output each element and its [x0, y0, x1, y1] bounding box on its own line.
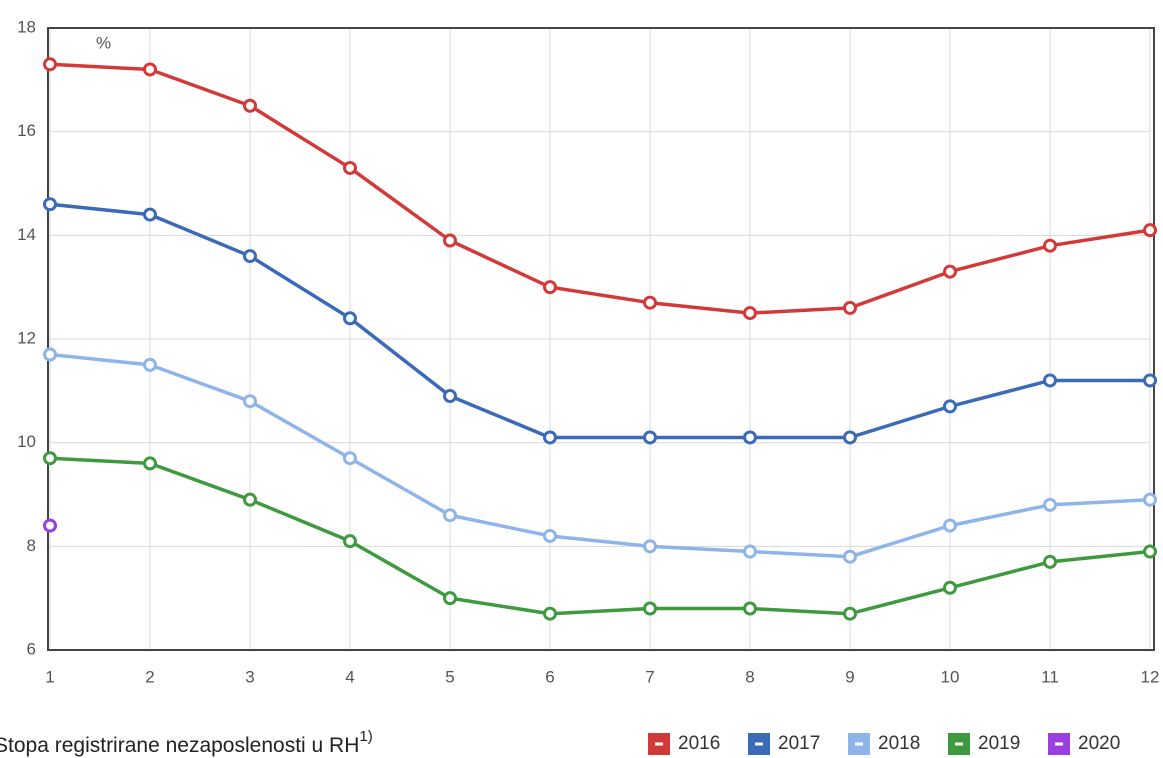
y-tick-label: 18	[17, 17, 36, 36]
series-line	[49, 352, 1151, 559]
point	[143, 62, 157, 77]
point	[743, 544, 757, 559]
legend-swatch-dash	[855, 742, 863, 746]
point	[143, 207, 157, 222]
point	[343, 160, 357, 175]
point	[743, 306, 757, 321]
legend-label: 2020	[1078, 733, 1120, 754]
point	[43, 197, 57, 212]
chart-title: Stopa registrirane nezaposlenosti u RH1)	[0, 728, 373, 757]
point	[543, 280, 557, 295]
legend-swatch-dash	[1055, 742, 1063, 746]
series-line	[49, 202, 1150, 440]
legend-label: 2016	[678, 733, 720, 754]
legend-swatch-dash	[655, 742, 663, 746]
point	[543, 606, 557, 621]
x-tick-label: 4	[345, 667, 354, 686]
point	[443, 389, 457, 404]
point	[343, 311, 357, 326]
point	[843, 549, 857, 564]
point	[343, 534, 357, 549]
point	[1043, 497, 1057, 512]
point	[743, 601, 757, 616]
legend-label: 2018	[878, 733, 920, 754]
title-text: Stopa registrirane nezaposlenosti u RH	[0, 734, 359, 757]
point	[143, 357, 157, 372]
point	[243, 394, 257, 409]
point	[943, 580, 957, 595]
y-tick-label: 8	[27, 536, 36, 555]
x-tick-label: 5	[445, 667, 454, 686]
point	[243, 249, 257, 264]
point	[43, 57, 57, 72]
point	[1143, 373, 1157, 388]
point	[243, 492, 257, 507]
point	[443, 508, 457, 523]
x-tick-label: 1	[45, 667, 54, 686]
y-tick-label: 12	[17, 328, 36, 347]
point	[443, 591, 457, 606]
point	[43, 518, 57, 533]
point	[843, 300, 857, 315]
point	[943, 399, 957, 414]
y-tick-label: 14	[17, 225, 36, 244]
point	[943, 264, 957, 279]
point	[143, 456, 157, 471]
y-tick-label: 6	[27, 639, 36, 658]
point	[43, 451, 57, 466]
point	[1143, 223, 1157, 238]
point	[543, 528, 557, 543]
y-tick-label: 10	[17, 432, 36, 451]
x-tick-label: 10	[941, 667, 960, 686]
x-tick-label: 2	[145, 667, 154, 686]
point	[243, 98, 257, 113]
series-line	[49, 456, 1151, 616]
point	[643, 601, 657, 616]
point	[343, 451, 357, 466]
x-tick-label: 12	[1141, 667, 1160, 686]
legend-label: 2017	[778, 733, 820, 754]
series-line	[49, 62, 1151, 315]
point	[943, 518, 957, 533]
legend-swatch-dash	[955, 742, 963, 746]
point	[1143, 544, 1157, 559]
point	[1043, 554, 1057, 569]
x-tick-label: 8	[745, 667, 754, 686]
point	[543, 430, 557, 445]
y-tick-label: 16	[17, 121, 36, 140]
y-axis-label: %	[96, 33, 111, 52]
x-tick-label: 11	[1041, 667, 1059, 686]
x-tick-label: 7	[645, 667, 654, 686]
point	[443, 233, 457, 248]
point	[1043, 373, 1057, 388]
legend-swatch-dash	[755, 742, 763, 746]
point	[643, 295, 657, 310]
point	[1043, 238, 1057, 253]
plot-frame	[47, 27, 1155, 651]
point	[43, 347, 57, 362]
x-tick-label: 6	[545, 667, 554, 686]
point	[643, 430, 657, 445]
point	[843, 606, 857, 621]
point	[743, 430, 757, 445]
point	[643, 539, 657, 554]
legend-label: 2019	[978, 733, 1020, 754]
title-note: 1)	[359, 728, 372, 745]
x-tick-label: 3	[245, 667, 254, 686]
point	[1143, 492, 1157, 507]
x-tick-label: 9	[845, 667, 854, 686]
point	[843, 430, 857, 445]
